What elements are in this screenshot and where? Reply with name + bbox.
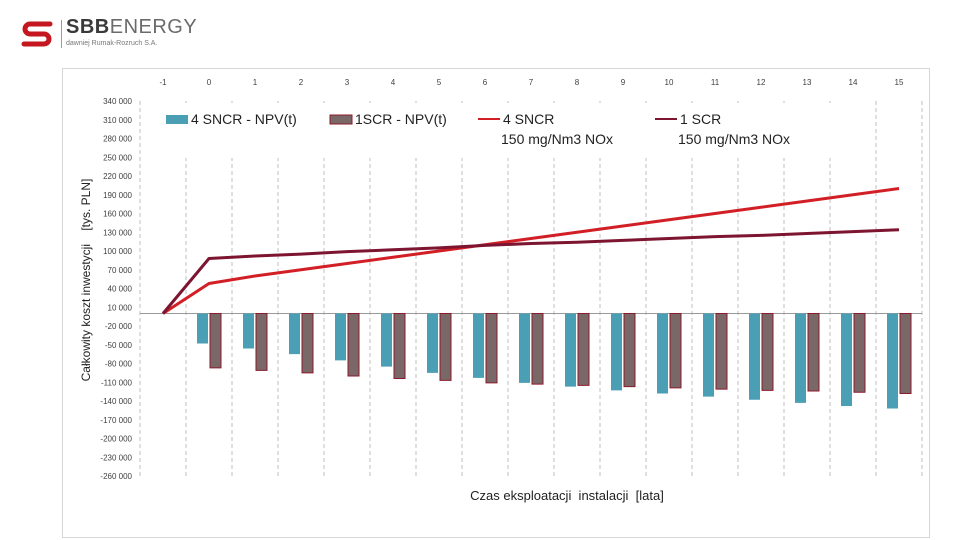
x-tick-label: 15 xyxy=(895,78,904,87)
sncr-cost-line xyxy=(163,189,899,314)
y-axis-title: Całkowity koszt inwestycji [tys. PLN] xyxy=(79,179,93,382)
scr-npv-bar xyxy=(348,314,359,377)
y-tick-label: -80 000 xyxy=(105,360,133,369)
legend-label-line: 150 mg/Nm3 NOx xyxy=(678,131,790,147)
scr-npv-bar xyxy=(716,314,727,390)
sncr-npv-bar xyxy=(887,314,898,409)
sncr-npv-bar xyxy=(197,314,208,344)
y-tick-label: -50 000 xyxy=(105,341,133,350)
x-tick-label: 10 xyxy=(665,78,674,87)
y-tick-label: -200 000 xyxy=(100,435,132,444)
y-tick-label: -230 000 xyxy=(100,453,132,462)
sncr-npv-bar xyxy=(749,314,760,400)
x-tick-label: 3 xyxy=(345,78,350,87)
scr-npv-bar xyxy=(210,314,221,368)
sncr-npv-bar xyxy=(795,314,806,403)
legend-label-line: 1 SCR xyxy=(680,111,721,127)
scr-npv-bar xyxy=(440,314,451,381)
x-tick-label: 14 xyxy=(849,78,858,87)
y-tick-label: 340 000 xyxy=(103,97,132,106)
y-tick-label: 280 000 xyxy=(103,135,132,144)
sncr-npv-bar xyxy=(473,314,484,378)
legend-scr-npv-label: 1SCR - NPV(t) xyxy=(355,111,447,127)
x-tick-label: 1 xyxy=(253,78,258,87)
scr-npv-bar xyxy=(256,314,267,371)
scr-npv-bar xyxy=(532,314,543,385)
sncr-npv-bar xyxy=(519,314,530,383)
sncr-npv-bar xyxy=(565,314,576,387)
sncr-npv-bar xyxy=(381,314,392,367)
y-tick-label: -140 000 xyxy=(100,397,132,406)
x-tick-label: 2 xyxy=(299,78,304,87)
y-tick-label: -260 000 xyxy=(100,472,132,481)
x-tick-label: 8 xyxy=(575,78,580,87)
scr-npv-bar xyxy=(808,314,819,392)
scr-npv-bar xyxy=(302,314,313,373)
scr-npv-bar xyxy=(394,314,405,379)
x-tick-label: -1 xyxy=(159,78,167,87)
scr-npv-bar xyxy=(486,314,497,383)
y-tick-label: -20 000 xyxy=(105,322,133,331)
scr-npv-bar xyxy=(578,314,589,386)
sncr-npv-bar xyxy=(841,314,852,407)
scr-cost-line xyxy=(163,230,899,314)
scr-npv-bar xyxy=(762,314,773,391)
x-tick-label: 4 xyxy=(391,78,396,87)
sncr-npv-bar xyxy=(289,314,300,355)
x-tick-label: 7 xyxy=(529,78,534,87)
y-tick-label: 190 000 xyxy=(103,191,132,200)
sncr-npv-bar xyxy=(335,314,346,361)
y-tick-label: 10 000 xyxy=(108,303,133,312)
y-tick-label: 250 000 xyxy=(103,153,132,162)
legend-sncr-npv-swatch xyxy=(166,115,188,124)
x-tick-label: 11 xyxy=(711,78,720,87)
sncr-npv-bar xyxy=(657,314,668,394)
legend-label-line: 4 SNCR xyxy=(503,111,554,127)
legend-label-line: 1SCR - NPV(t) xyxy=(355,111,447,127)
x-tick-label: 6 xyxy=(483,78,488,87)
legend-sncr-npv-label: 4 SNCR - NPV(t) xyxy=(191,111,297,127)
sncr-npv-bar xyxy=(703,314,714,397)
x-tick-label: 9 xyxy=(621,78,626,87)
legend-label-line: 150 mg/Nm3 NOx xyxy=(501,131,613,147)
legend-scr-npv-swatch xyxy=(330,115,352,124)
y-tick-label: 130 000 xyxy=(103,228,132,237)
x-tick-label: 5 xyxy=(437,78,442,87)
x-tick-label: 12 xyxy=(757,78,766,87)
y-tick-label: 160 000 xyxy=(103,210,132,219)
scr-npv-bar xyxy=(670,314,681,388)
y-tick-label: 70 000 xyxy=(108,266,133,275)
y-tick-label: -170 000 xyxy=(100,416,132,425)
x-tick-label: 13 xyxy=(803,78,812,87)
y-tick-label: 310 000 xyxy=(103,116,132,125)
sncr-npv-bar xyxy=(243,314,254,349)
sncr-npv-bar xyxy=(427,314,438,373)
y-tick-label: 40 000 xyxy=(108,285,133,294)
scr-npv-bar xyxy=(900,314,911,394)
scr-npv-bar xyxy=(854,314,865,393)
y-tick-label: -110 000 xyxy=(101,378,133,387)
y-tick-label: 100 000 xyxy=(103,247,132,256)
legend-label-line: 4 SNCR - NPV(t) xyxy=(191,111,297,127)
scr-npv-bar xyxy=(624,314,635,387)
y-tick-label: 220 000 xyxy=(103,172,132,181)
x-axis-title: Czas eksploatacji instalacji [lata] xyxy=(470,488,664,503)
x-tick-label: 0 xyxy=(207,78,212,87)
sncr-npv-bar xyxy=(611,314,622,391)
